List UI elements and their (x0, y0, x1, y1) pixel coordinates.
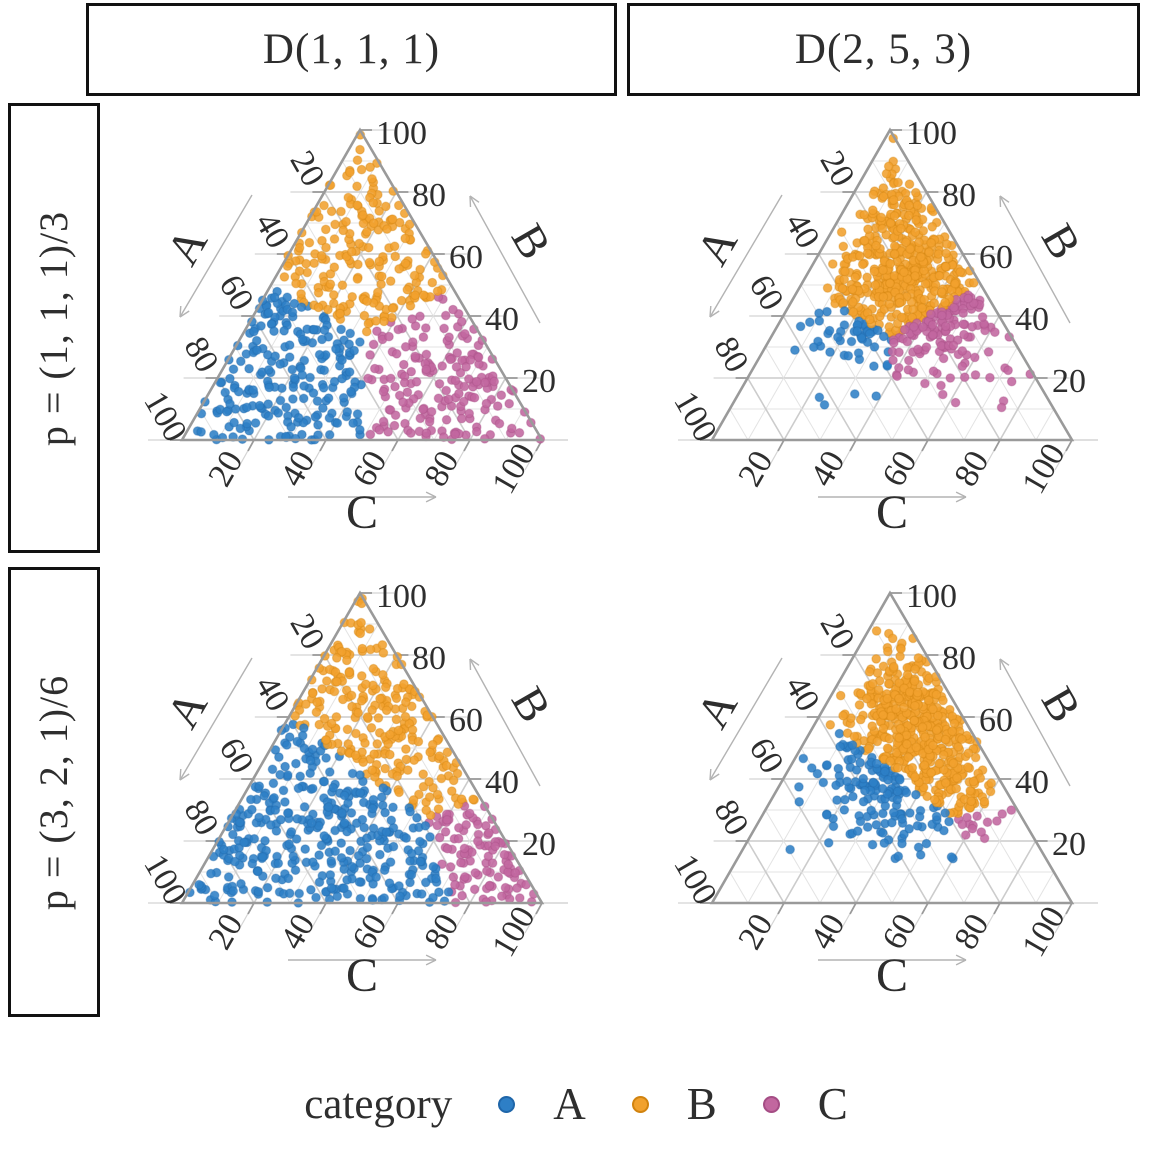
svg-text:20: 20 (731, 445, 780, 493)
svg-text:40: 40 (1015, 764, 1049, 801)
legend-dot-b-icon (631, 1095, 649, 1113)
facet-row-header-2: p = (3, 2, 1)/6 (8, 567, 100, 1017)
svg-text:40: 40 (273, 908, 322, 956)
axis-title-bottom: C (346, 949, 378, 1002)
svg-text:80: 80 (707, 794, 756, 842)
svg-text:20: 20 (283, 608, 332, 656)
axis-title-bottom: C (876, 486, 908, 539)
scatter-points (184, 593, 539, 908)
svg-text:100: 100 (666, 385, 724, 448)
svg-text:20: 20 (813, 145, 862, 193)
svg-text:100: 100 (1015, 437, 1073, 500)
svg-text:100: 100 (136, 848, 194, 911)
axis-title-bottom: C (346, 486, 378, 539)
axis-title-right: B (1032, 215, 1092, 267)
svg-text:20: 20 (522, 363, 556, 400)
svg-text:100: 100 (1015, 900, 1073, 963)
svg-text:60: 60 (979, 239, 1013, 276)
svg-text:20: 20 (201, 908, 250, 956)
scatter-points (192, 129, 546, 445)
svg-text:20: 20 (201, 445, 250, 493)
svg-text:100: 100 (906, 115, 957, 152)
axis-title-left: A (686, 219, 747, 273)
svg-text:60: 60 (212, 732, 261, 780)
svg-text:80: 80 (707, 331, 756, 379)
legend-label-a: A (553, 1079, 586, 1129)
svg-text:60: 60 (742, 269, 791, 317)
facet-col-header-1-label: D(1, 1, 1) (262, 26, 441, 73)
svg-text:60: 60 (449, 702, 483, 739)
svg-text:60: 60 (979, 702, 1013, 739)
svg-text:40: 40 (485, 301, 519, 338)
svg-text:80: 80 (177, 794, 226, 842)
legend-dot-c-icon (762, 1095, 780, 1113)
axis-title-bottom: C (876, 949, 908, 1002)
axis-title-left: A (156, 219, 217, 273)
svg-text:100: 100 (136, 385, 194, 448)
legend-label-c: C (817, 1079, 848, 1129)
svg-text:40: 40 (248, 670, 297, 718)
svg-text:20: 20 (1052, 826, 1086, 863)
svg-text:20: 20 (522, 826, 556, 863)
svg-text:80: 80 (942, 177, 976, 214)
facet-col-header-2-label: D(2, 5, 3) (794, 26, 973, 73)
svg-text:60: 60 (212, 269, 261, 317)
svg-text:40: 40 (485, 764, 519, 801)
scatter-points (785, 626, 1017, 864)
svg-text:100: 100 (485, 437, 543, 500)
svg-text:80: 80 (942, 640, 976, 677)
svg-text:100: 100 (666, 848, 724, 911)
axis-title-left: A (156, 682, 217, 736)
svg-text:80: 80 (417, 445, 466, 493)
svg-text:20: 20 (283, 145, 332, 193)
svg-text:80: 80 (177, 331, 226, 379)
svg-text:80: 80 (947, 445, 996, 493)
legend-item-b: B (631, 1078, 717, 1130)
svg-text:40: 40 (248, 207, 297, 255)
svg-text:80: 80 (412, 640, 446, 677)
svg-text:40: 40 (778, 207, 827, 255)
svg-text:80: 80 (412, 177, 446, 214)
axis-title-left: A (686, 682, 747, 736)
svg-text:100: 100 (376, 578, 427, 615)
facet-col-header-2: D(2, 5, 3) (627, 3, 1140, 96)
svg-text:40: 40 (803, 445, 852, 493)
svg-text:100: 100 (376, 115, 427, 152)
svg-text:20: 20 (1052, 363, 1086, 400)
facet-col-header-1: D(1, 1, 1) (86, 3, 617, 96)
svg-text:40: 40 (273, 445, 322, 493)
svg-text:20: 20 (731, 908, 780, 956)
svg-text:60: 60 (742, 732, 791, 780)
legend: category A B C (0, 1072, 1152, 1136)
scatter-points (790, 133, 1036, 413)
legend-dot-a-icon (498, 1095, 516, 1113)
svg-text:100: 100 (906, 578, 957, 615)
svg-text:40: 40 (1015, 301, 1049, 338)
facet-row-header-1: p = (1, 1, 1)/3 (8, 103, 100, 553)
axis-title-right: B (502, 678, 562, 730)
axis-title-right: B (1032, 678, 1092, 730)
svg-text:80: 80 (947, 908, 996, 956)
svg-text:80: 80 (417, 908, 466, 956)
svg-text:40: 40 (803, 908, 852, 956)
legend-item-c: C (762, 1078, 848, 1130)
svg-text:100: 100 (485, 900, 543, 963)
legend-title: category (304, 1080, 453, 1128)
legend-item-a: A (498, 1078, 586, 1130)
svg-text:60: 60 (449, 239, 483, 276)
legend-label-b: B (686, 1079, 717, 1129)
svg-text:40: 40 (778, 670, 827, 718)
axis-title-right: B (502, 215, 562, 267)
svg-text:20: 20 (813, 608, 862, 656)
